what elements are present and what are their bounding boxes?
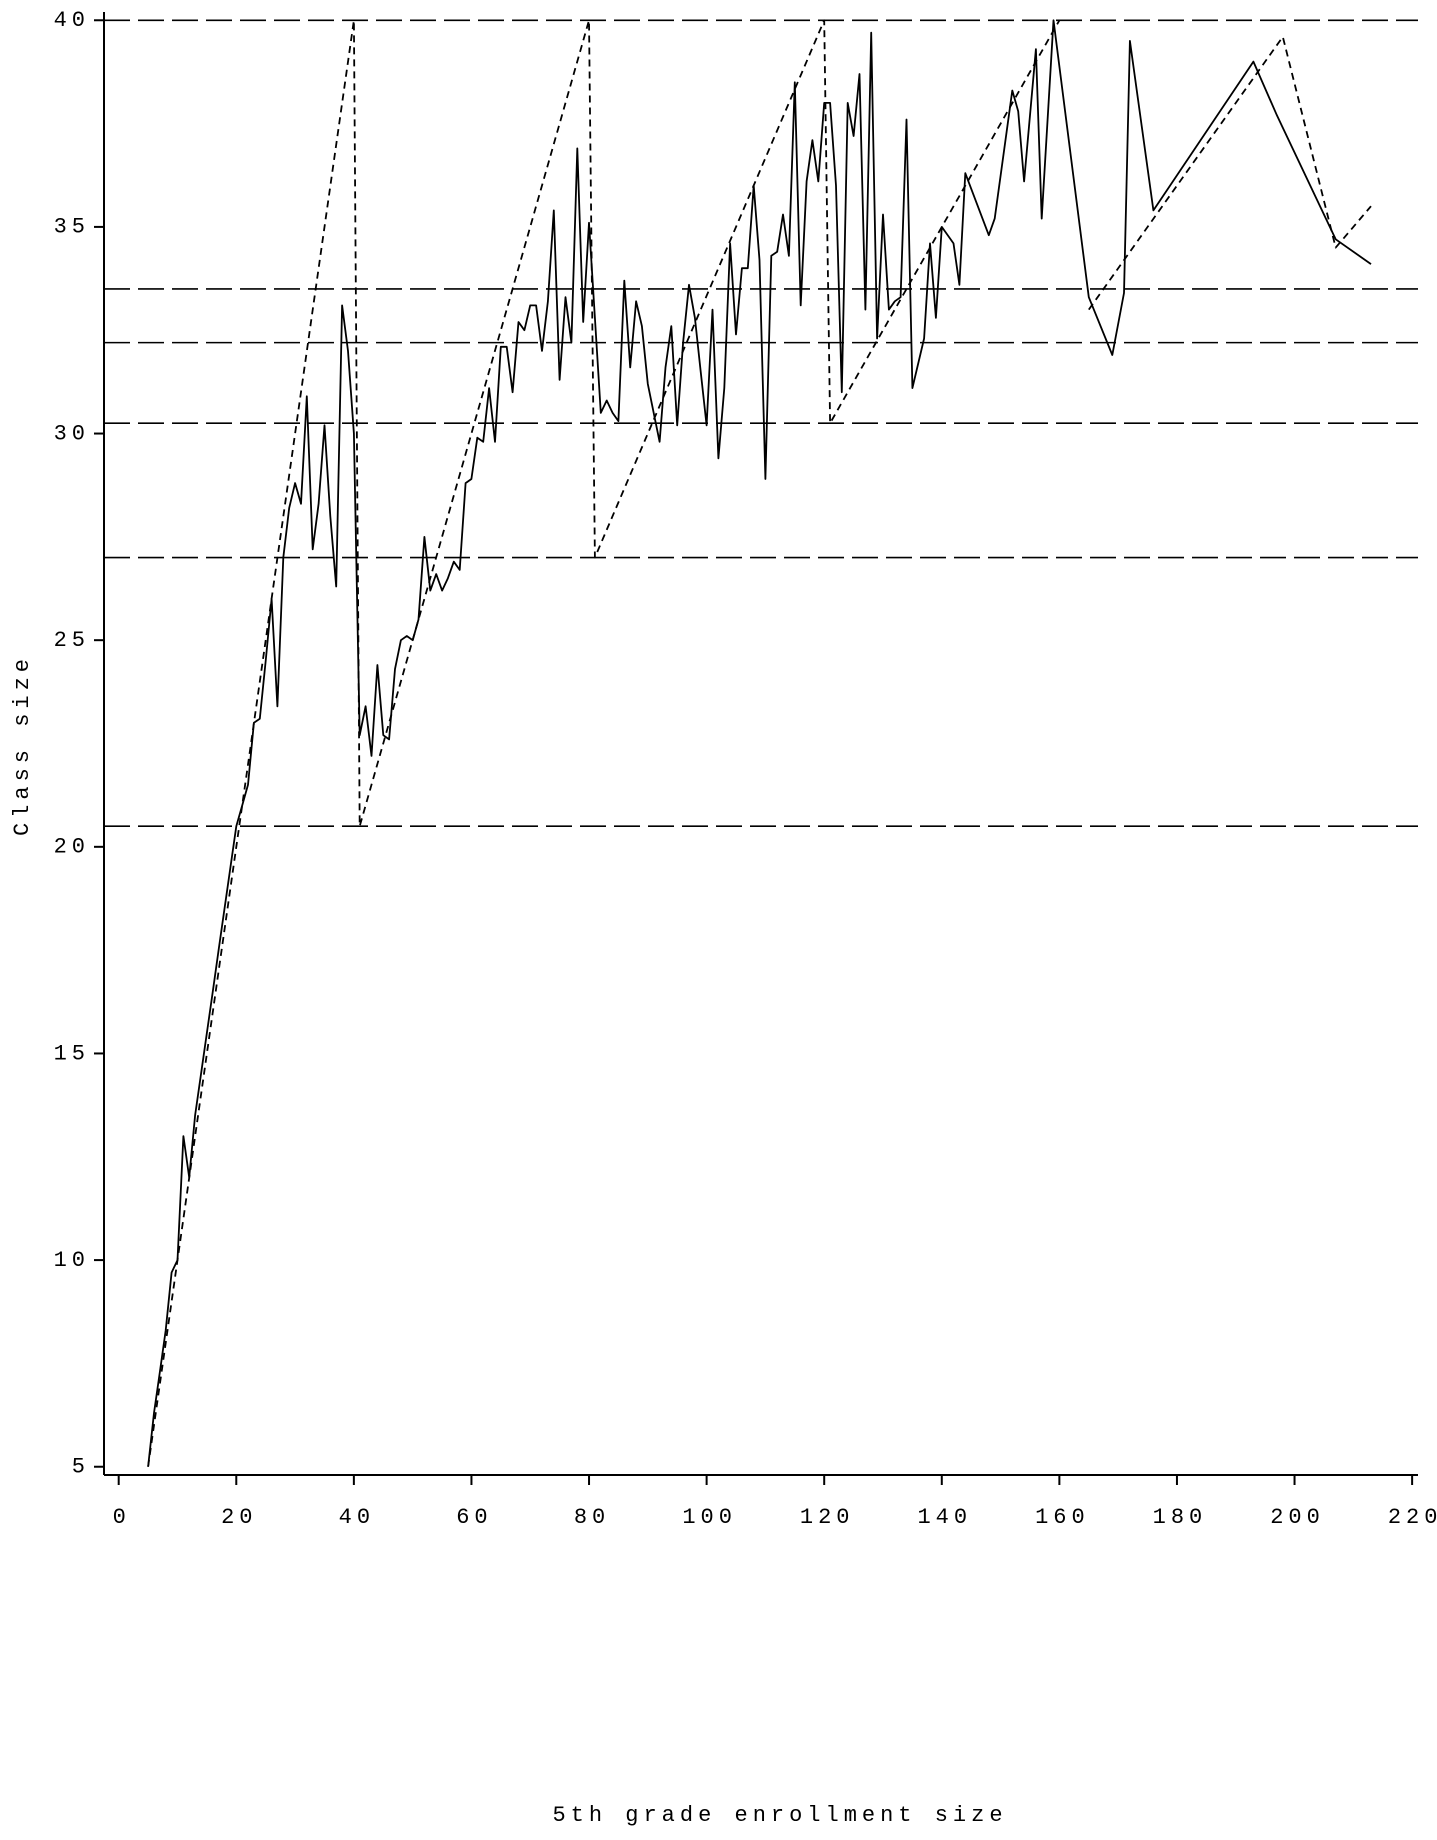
x-tick-label: 220 — [1388, 1505, 1437, 1530]
x-tick-label: 100 — [682, 1505, 737, 1530]
x-tick-label: 200 — [1270, 1505, 1325, 1530]
x-tick-label: 120 — [800, 1505, 855, 1530]
x-tick-label: 40 — [339, 1505, 375, 1530]
y-tick-label: 40 — [54, 8, 90, 33]
x-tick-label: 80 — [574, 1505, 610, 1530]
x-tick-label: 60 — [456, 1505, 492, 1530]
x-tick-label: 180 — [1153, 1505, 1208, 1530]
y-tick-label: 25 — [54, 628, 90, 653]
y-tick-label: 35 — [54, 215, 90, 240]
actual-line — [147, 19, 1372, 1467]
predicted-line — [147, 19, 1372, 1467]
x-tick-label: 20 — [221, 1505, 257, 1530]
y-axis-title: Class size — [10, 654, 35, 836]
x-tick-label: 0 — [113, 1505, 131, 1530]
y-tick-label: 30 — [54, 421, 90, 446]
x-axis-title: 5th grade enrollment size — [552, 1803, 1007, 1828]
x-tick-label: 140 — [917, 1505, 972, 1530]
y-tick-label: 5 — [72, 1455, 90, 1480]
y-tick-label: 20 — [54, 835, 90, 860]
y-tick-label: 15 — [54, 1041, 90, 1066]
y-tick-label: 10 — [54, 1248, 90, 1273]
x-tick-label: 160 — [1035, 1505, 1090, 1530]
